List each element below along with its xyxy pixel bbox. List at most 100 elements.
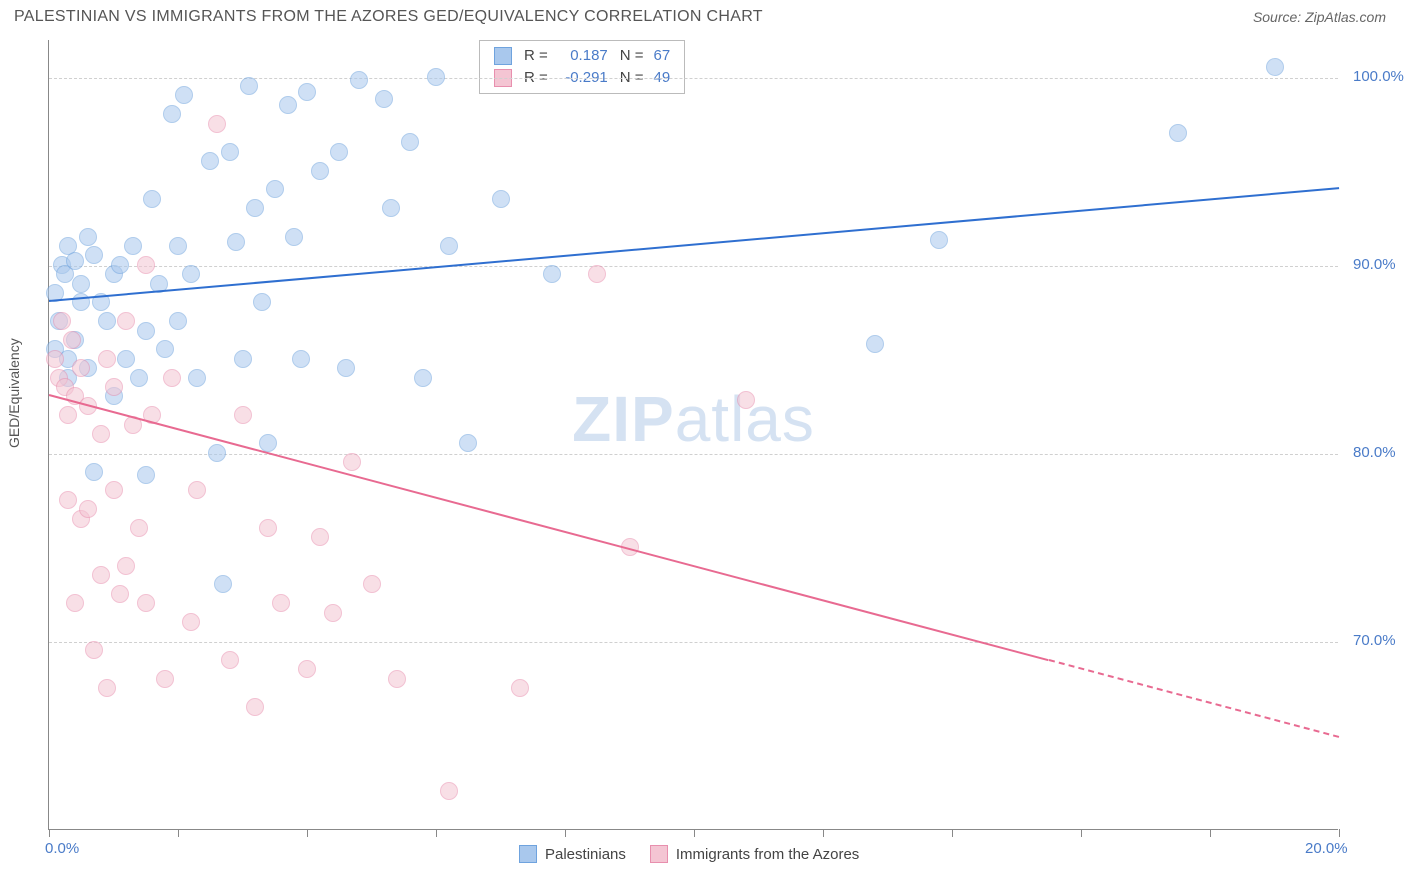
x-tick — [565, 829, 566, 837]
data-point — [53, 312, 71, 330]
data-point — [137, 594, 155, 612]
data-point — [169, 312, 187, 330]
data-point — [440, 237, 458, 255]
data-point — [163, 105, 181, 123]
chart-title: PALESTINIAN VS IMMIGRANTS FROM THE AZORE… — [14, 8, 763, 26]
legend-stats: R = 0.187 N = 67 R = -0.291 N = 49 — [479, 40, 685, 94]
data-point — [66, 594, 84, 612]
data-point — [375, 90, 393, 108]
y-tick-label: 80.0% — [1353, 444, 1396, 461]
data-point — [343, 453, 361, 471]
data-point — [253, 293, 271, 311]
legend-label-2: Immigrants from the Azores — [676, 846, 859, 863]
x-tick-label: 20.0% — [1305, 840, 1348, 857]
y-axis-title: GED/Equivalency — [6, 338, 22, 448]
data-point — [492, 190, 510, 208]
data-point — [311, 162, 329, 180]
watermark-bold: ZIP — [572, 383, 675, 455]
y-tick-label: 70.0% — [1353, 632, 1396, 649]
x-tick — [1081, 829, 1082, 837]
data-point — [337, 359, 355, 377]
data-point — [63, 331, 81, 349]
x-tick-label: 0.0% — [45, 840, 79, 857]
data-point — [414, 369, 432, 387]
data-point — [188, 481, 206, 499]
data-point — [201, 152, 219, 170]
data-point — [930, 231, 948, 249]
x-tick — [1210, 829, 1211, 837]
data-point — [246, 199, 264, 217]
data-point — [59, 491, 77, 509]
data-point — [66, 252, 84, 270]
legend-item-1: Palestinians — [519, 845, 626, 863]
data-point — [137, 322, 155, 340]
data-point — [92, 566, 110, 584]
r-label: R = — [524, 45, 548, 67]
x-tick — [49, 829, 50, 837]
data-point — [363, 575, 381, 593]
r-value-1: 0.187 — [556, 45, 608, 67]
data-point — [588, 265, 606, 283]
data-point — [330, 143, 348, 161]
data-point — [117, 350, 135, 368]
data-point — [388, 670, 406, 688]
data-point — [163, 369, 181, 387]
source-name: ZipAtlas.com — [1305, 9, 1386, 25]
data-point — [1266, 58, 1284, 76]
trend-line-dashed — [1048, 659, 1339, 738]
n-value-1: 67 — [654, 45, 671, 67]
x-tick — [178, 829, 179, 837]
data-point — [234, 406, 252, 424]
data-point — [72, 359, 90, 377]
data-point — [182, 265, 200, 283]
data-point — [156, 340, 174, 358]
data-point — [440, 782, 458, 800]
data-point — [175, 86, 193, 104]
data-point — [98, 312, 116, 330]
gridline — [49, 454, 1338, 455]
data-point — [511, 679, 529, 697]
legend-item-2: Immigrants from the Azores — [650, 845, 859, 863]
data-point — [92, 425, 110, 443]
source-credit: Source: ZipAtlas.com — [1253, 9, 1386, 25]
legend-swatch-series1 — [494, 47, 512, 65]
data-point — [85, 246, 103, 264]
gridline — [49, 266, 1338, 267]
data-point — [98, 350, 116, 368]
data-point — [324, 604, 342, 622]
legend-series: Palestinians Immigrants from the Azores — [519, 845, 859, 863]
data-point — [298, 83, 316, 101]
data-point — [182, 613, 200, 631]
watermark: ZIPatlas — [572, 382, 815, 456]
data-point — [214, 575, 232, 593]
data-point — [866, 335, 884, 353]
n-label: N = — [620, 45, 644, 67]
source-label: Source: — [1253, 9, 1305, 25]
data-point — [246, 698, 264, 716]
data-point — [72, 275, 90, 293]
data-point — [1169, 124, 1187, 142]
data-point — [234, 350, 252, 368]
data-point — [59, 406, 77, 424]
data-point — [111, 256, 129, 274]
data-point — [221, 143, 239, 161]
data-point — [85, 463, 103, 481]
data-point — [188, 369, 206, 387]
y-tick-label: 100.0% — [1353, 68, 1404, 85]
data-point — [737, 391, 755, 409]
data-point — [124, 237, 142, 255]
data-point — [85, 641, 103, 659]
data-point — [117, 312, 135, 330]
data-point — [111, 585, 129, 603]
data-point — [311, 528, 329, 546]
x-tick — [823, 829, 824, 837]
data-point — [259, 519, 277, 537]
legend-stats-row-1: R = 0.187 N = 67 — [494, 45, 670, 67]
data-point — [79, 228, 97, 246]
data-point — [208, 444, 226, 462]
data-point — [79, 500, 97, 518]
data-point — [221, 651, 239, 669]
x-tick — [1339, 829, 1340, 837]
data-point — [285, 228, 303, 246]
data-point — [130, 519, 148, 537]
